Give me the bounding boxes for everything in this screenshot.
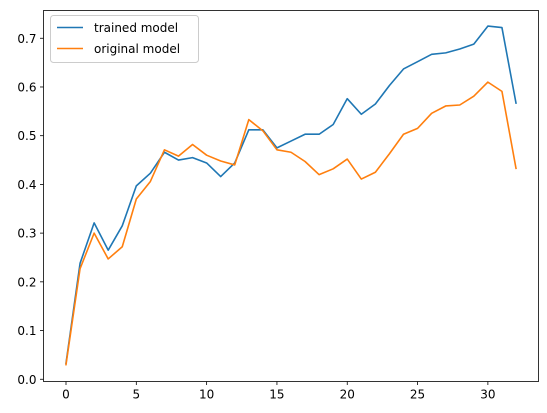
y-tick-label: 0.4: [17, 178, 36, 192]
legend-box: [50, 15, 199, 63]
y-tick-label: 0.2: [17, 275, 36, 289]
legend-label-original-model: original model: [94, 42, 180, 56]
x-tick-label: 15: [269, 388, 284, 402]
series-line-trained-model: [65, 25, 517, 365]
y-tick-label: 0.5: [17, 129, 36, 143]
x-tick-label: 20: [340, 388, 355, 402]
series-line-original-model: [65, 81, 517, 366]
y-tick-label: 0.0: [17, 373, 36, 387]
y-axis: 0.0 0.1 0.2 0.3 0.4 0.5 0.6 0.7: [17, 32, 44, 387]
y-tick-label: 0.6: [17, 80, 36, 94]
x-tick-label: 30: [480, 388, 495, 402]
x-tick-label: 25: [410, 388, 425, 402]
y-tick-label: 0.7: [17, 32, 36, 46]
series-layer: [65, 25, 517, 366]
y-tick-label: 0.3: [17, 227, 36, 241]
x-tick-label: 5: [132, 388, 140, 402]
x-axis: 0 5 10 15 20 25 30: [62, 381, 496, 402]
plot-area: [43, 10, 539, 382]
plot-frame: [43, 10, 539, 382]
y-tick-label: 0.1: [17, 324, 36, 338]
legend: trained model original model: [50, 15, 199, 63]
x-tick-label: 0: [62, 388, 70, 402]
x-tick-label: 10: [199, 388, 214, 402]
legend-label-trained-model: trained model: [94, 21, 178, 35]
